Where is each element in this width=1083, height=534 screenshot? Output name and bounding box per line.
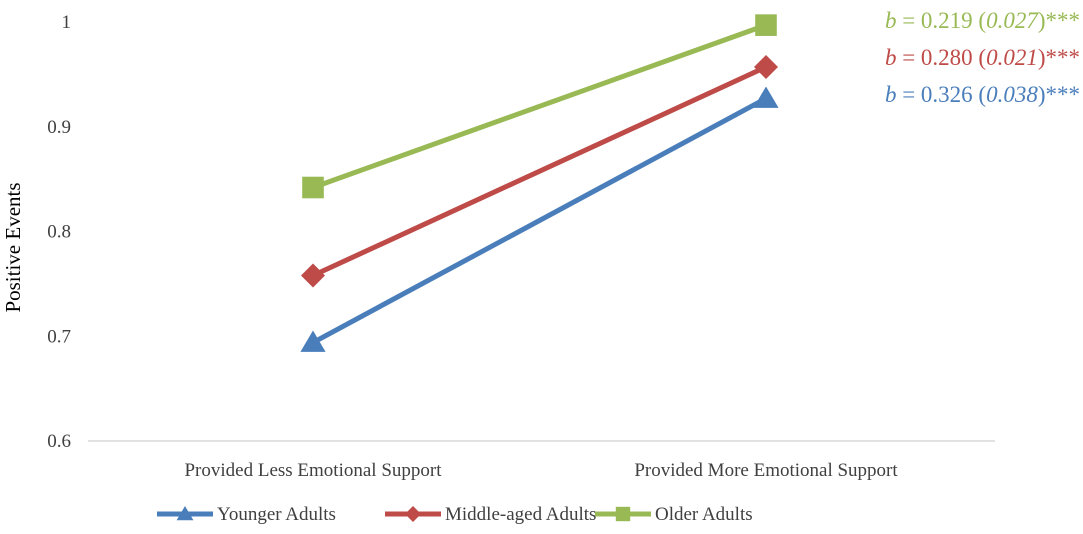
series-line-middle-aged-adults xyxy=(310,64,769,278)
regression-annotation: b = 0.280 (0.021)*** xyxy=(885,45,1080,70)
legend-item-older-adults: Older Adults xyxy=(595,504,753,525)
series-line-younger-adults xyxy=(310,95,769,346)
legend-label: Younger Adults xyxy=(217,504,336,525)
legend-label: Middle-aged Adults xyxy=(445,504,596,525)
regression-annotation: b = 0.326 (0.038)*** xyxy=(885,82,1080,107)
data-point-older-adults xyxy=(755,14,777,36)
legend-item-middle-aged-adults: Middle-aged Adults xyxy=(385,504,596,525)
legend-item-younger-adults: Younger Adults xyxy=(157,504,336,525)
data-point-younger-adults xyxy=(753,86,779,108)
series-younger-adults xyxy=(300,86,779,352)
legend-label: Older Adults xyxy=(655,504,753,525)
data-point-middle-aged-adults xyxy=(754,55,778,80)
data-point-middle-aged-adults xyxy=(301,263,325,288)
series-line-older-adults xyxy=(310,22,769,191)
data-point-older-adults xyxy=(302,176,324,199)
legend-marker xyxy=(176,506,194,521)
y-tick-label: 0.8 xyxy=(47,222,71,243)
x-tick-label: Provided More Emotional Support xyxy=(634,460,898,481)
series-layer xyxy=(300,14,779,352)
axes-layer: 0.6 0.7 0.8 0.9 1 Positive Events Provided Les… xyxy=(1,12,995,481)
legend-marker xyxy=(405,506,421,522)
y-tick-label: 1 xyxy=(62,12,72,33)
y-tick-label: 0.9 xyxy=(47,117,71,138)
y-axis-title: Positive Events xyxy=(1,182,25,312)
y-tick-label: 0.6 xyxy=(47,431,71,452)
series-older-adults xyxy=(302,14,777,199)
regression-annotation: b = 0.219 (0.027)*** xyxy=(885,8,1080,33)
y-tick-label: 0.7 xyxy=(47,326,71,347)
series-middle-aged-adults xyxy=(301,55,778,288)
legend-marker xyxy=(615,506,631,522)
data-point-younger-adults xyxy=(300,330,326,352)
x-tick-label: Provided Less Emotional Support xyxy=(184,460,442,481)
annotation-layer: b = 0.219 (0.027)*** b = 0.280 (0.021)***… xyxy=(885,8,1080,107)
legend-layer: Younger Adults Middle-aged Adults Older Ad… xyxy=(157,504,753,525)
